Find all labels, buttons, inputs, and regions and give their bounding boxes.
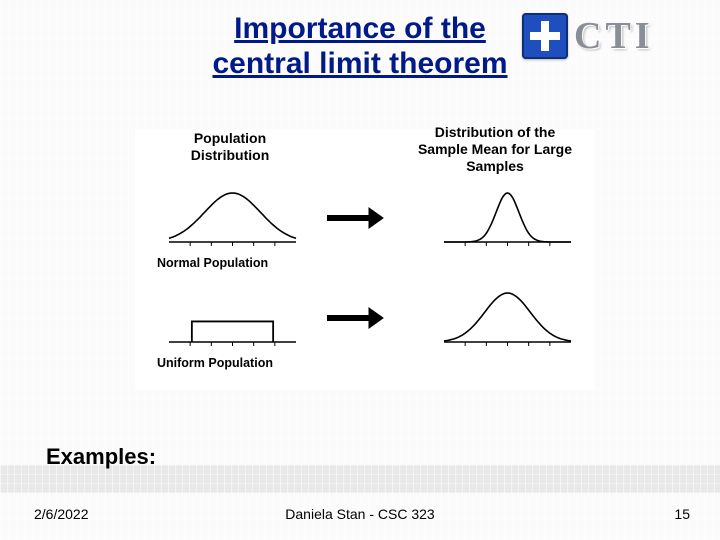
decor-bar	[0, 465, 720, 493]
column-header-left: PopulationDistribution	[145, 130, 315, 164]
title-line-2: central limit theorem	[212, 47, 507, 80]
column-header-right: Distribution of theSample Mean for Large…	[395, 124, 595, 174]
footer: 2/6/2022 Daniela Stan - CSC 323 15	[0, 506, 720, 526]
footer-author: Daniela Stan - CSC 323	[0, 506, 720, 522]
arrow-icon	[325, 306, 385, 330]
arrow-icon	[325, 206, 385, 230]
row-label-uniform: Uniform Population	[157, 356, 273, 370]
slide-title: Importance of the central limit theorem	[0, 12, 720, 81]
plot-uniform-sample-mean	[440, 285, 575, 350]
clt-figure: PopulationDistribution Distribution of t…	[135, 130, 595, 390]
plot-normal-sample-mean	[440, 185, 575, 250]
row-label-normal: Normal Population	[157, 256, 268, 270]
title-line-1: Importance of the	[234, 12, 486, 45]
footer-page: 15	[674, 506, 690, 522]
plot-uniform-population	[165, 285, 300, 350]
plot-normal-population	[165, 185, 300, 250]
